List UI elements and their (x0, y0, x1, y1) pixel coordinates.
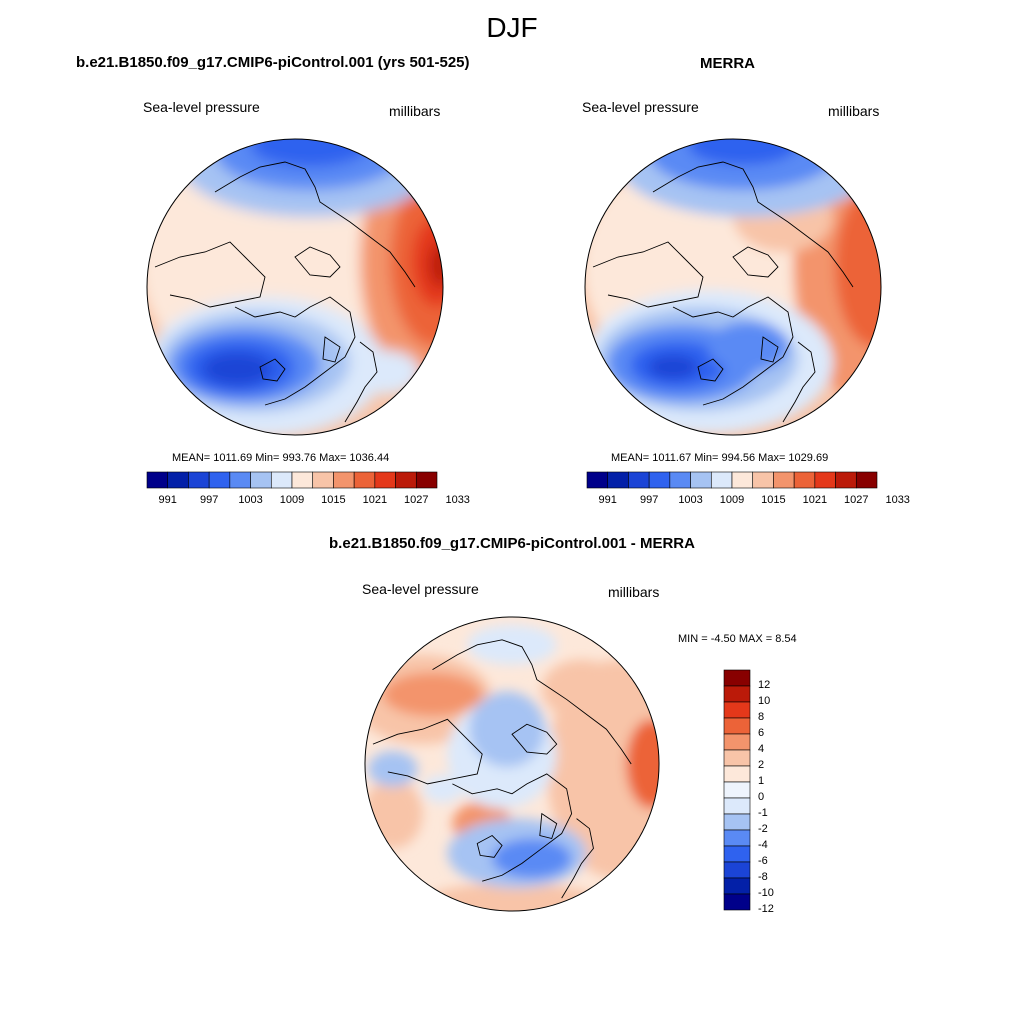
diff-field-label: Sea-level pressure (362, 581, 479, 597)
colorbar-swatch (270, 471, 293, 489)
model-stats: MEAN= 1011.69 Min= 993.76 Max= 1036.44 (172, 452, 390, 464)
obs-units-label: millibars (828, 103, 880, 119)
colorbar-tick-label: 12 (758, 679, 771, 691)
colorbar-tick-label: 1015 (761, 494, 786, 506)
diff-minmax: MIN = -4.50 MAX = 8.54 (678, 633, 797, 645)
colorbar-swatch (586, 471, 609, 489)
colorbar-swatch (793, 471, 816, 489)
obs-stats: MEAN= 1011.67 Min= 994.56 Max= 1029.69 (611, 452, 829, 464)
colorbar-swatch (723, 861, 751, 879)
colorbar-swatch (291, 471, 314, 489)
colorbar-tick-label: 997 (639, 494, 659, 506)
colorbar-tick-label: 991 (158, 494, 177, 506)
colorbar-tick-label: 1003 (238, 494, 263, 506)
colorbar-swatch (723, 781, 751, 799)
colorbar-tick-label: 1033 (445, 494, 470, 506)
colorbar-swatch (723, 829, 751, 847)
colorbar-tick-label: 1 (758, 775, 765, 787)
colorbar-swatch (835, 471, 857, 489)
colorbar-tick-label: -12 (758, 903, 774, 915)
colorbar-swatch (628, 471, 650, 489)
diff-panel-title: b.e21.B1850.f09_g17.CMIP6-piControl.001 … (329, 535, 695, 552)
colorbar-swatch (188, 471, 210, 489)
colorbar-tick-label: 1027 (404, 494, 429, 506)
colorbar-tick-label: -1 (758, 807, 768, 819)
colorbar-tick-label: -2 (758, 823, 768, 835)
colorbar-tick-label: -10 (758, 887, 774, 899)
colorbar-swatch (250, 471, 272, 489)
model-units-label: millibars (389, 103, 441, 119)
obs-panel-title: MERRA (700, 55, 755, 72)
colorbar-swatch (723, 701, 751, 719)
colorbar-swatch (723, 813, 751, 831)
colorbar-swatch (723, 669, 751, 687)
colorbar-swatch (395, 471, 417, 489)
colorbar-swatch (723, 717, 751, 735)
obs-colorbar (586, 471, 878, 489)
diff-units-label: millibars (608, 584, 660, 600)
colorbar-tick-label: 1009 (719, 494, 745, 506)
model-panel-title: b.e21.B1850.f09_g17.CMIP6-piControl.001 … (76, 54, 470, 71)
colorbar-swatch (723, 797, 751, 815)
colorbar-tick-label: 1033 (885, 494, 910, 506)
diff-polar-map (364, 616, 660, 912)
colorbar-tick-label: -6 (758, 855, 768, 867)
colorbar-tick-label: 6 (758, 727, 765, 739)
colorbar-swatch (374, 471, 396, 489)
colorbar-swatch (723, 733, 751, 751)
obs-field-label: Sea-level pressure (582, 99, 699, 115)
colorbar-swatch (146, 471, 169, 489)
colorbar-tick-label: 4 (758, 743, 765, 755)
colorbar-swatch (855, 471, 878, 489)
colorbar-tick-label: 1003 (678, 494, 703, 506)
colorbar-swatch (723, 685, 751, 703)
colorbar-tick-label: 1021 (802, 494, 828, 506)
colorbar-tick-label: 8 (758, 711, 765, 723)
colorbar-tick-label: 1021 (362, 494, 388, 506)
colorbar-swatch (723, 845, 751, 863)
colorbar-tick-label: 10 (758, 695, 771, 707)
colorbar-swatch (723, 877, 751, 895)
colorbar-swatch (731, 471, 754, 489)
figure-title: DJF (486, 12, 538, 43)
colorbar-swatch (814, 471, 836, 489)
colorbar-tick-label: -8 (758, 871, 768, 883)
colorbar-swatch (607, 471, 629, 489)
colorbar-swatch (723, 893, 751, 911)
colorbar-swatch (353, 471, 376, 489)
colorbar-tick-label: 1009 (279, 494, 305, 506)
colorbar-tick-label: 0 (758, 791, 765, 803)
colorbar-swatch (648, 471, 671, 489)
colorbar-tick-label: 991 (598, 494, 617, 506)
model-colorbar (146, 471, 438, 489)
colorbar-swatch (723, 749, 751, 767)
model-field-label: Sea-level pressure (143, 99, 260, 115)
colorbar-tick-label: -4 (758, 839, 768, 851)
colorbar-swatch (229, 471, 251, 489)
obs-polar-map (584, 138, 882, 436)
colorbar-tick-label: 997 (199, 494, 219, 506)
colorbar-swatch (723, 765, 751, 783)
colorbar-swatch (710, 471, 733, 489)
colorbar-tick-label: 1027 (844, 494, 869, 506)
colorbar-tick-label: 2 (758, 759, 765, 771)
colorbar-swatch (312, 471, 334, 489)
diff-colorbar (723, 669, 751, 911)
colorbar-swatch (690, 471, 712, 489)
colorbar-swatch (208, 471, 231, 489)
colorbar-swatch (752, 471, 774, 489)
model-polar-map (146, 138, 444, 436)
colorbar-swatch (669, 471, 691, 489)
colorbar-swatch (333, 471, 355, 489)
colorbar-swatch (167, 471, 189, 489)
colorbar-tick-label: 1015 (321, 494, 346, 506)
colorbar-swatch (773, 471, 795, 489)
colorbar-swatch (415, 471, 438, 489)
